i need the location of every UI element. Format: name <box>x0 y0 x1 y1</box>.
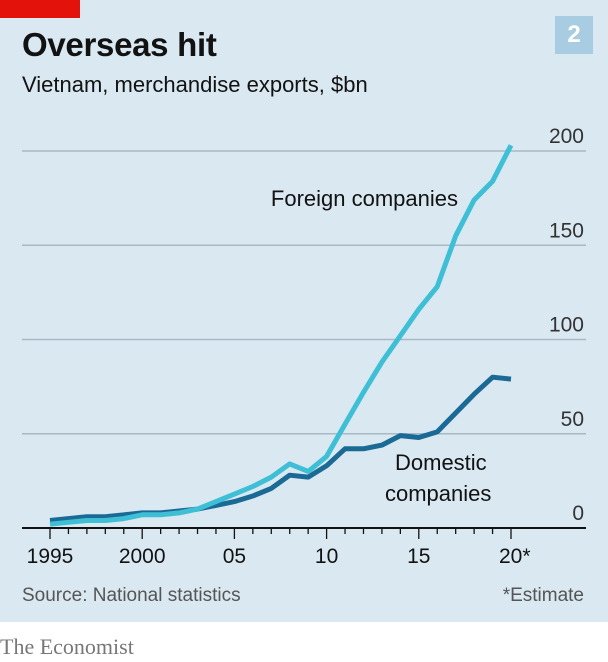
chart-plot: 0 50 100 150 200 1995 2000 05 10 15 20* Foreign c… <box>22 125 586 568</box>
x-axis-ticks: 1995 2000 05 10 15 20* <box>27 528 531 568</box>
series-line-domestic <box>49 374 512 523</box>
x-tick-label: 2000 <box>119 545 166 568</box>
source-note: Source: National statistics <box>22 585 241 606</box>
chart-title: Overseas hit <box>22 26 217 63</box>
series-label-domestic-line2: companies <box>385 481 491 506</box>
y-tick-label: 50 <box>561 408 584 431</box>
series-label-foreign: Foreign companies <box>271 186 458 211</box>
y-axis-ticks: 0 50 100 150 200 <box>549 125 584 525</box>
x-tick-label: 1995 <box>27 545 74 568</box>
series-lines <box>49 144 514 527</box>
chart-subtitle: Vietnam, merchandise exports, $bn <box>22 72 368 97</box>
series-label-domestic-line1: Domestic <box>395 450 487 475</box>
brand-red-tag <box>0 0 80 18</box>
chart-number-badge: 2 <box>555 16 593 54</box>
y-tick-label: 200 <box>549 125 584 148</box>
x-tick-label: 15 <box>407 545 430 568</box>
publisher-brand: The Economist <box>0 634 134 659</box>
x-tick-label: 05 <box>223 545 246 568</box>
y-tick-label: 0 <box>572 502 584 525</box>
y-tick-label: 150 <box>549 219 584 242</box>
series-line-foreign <box>49 144 514 527</box>
x-tick-label: 10 <box>315 545 338 568</box>
estimate-note: *Estimate <box>502 585 584 606</box>
y-tick-label: 100 <box>549 314 584 337</box>
x-tick-label: 20* <box>499 545 531 568</box>
